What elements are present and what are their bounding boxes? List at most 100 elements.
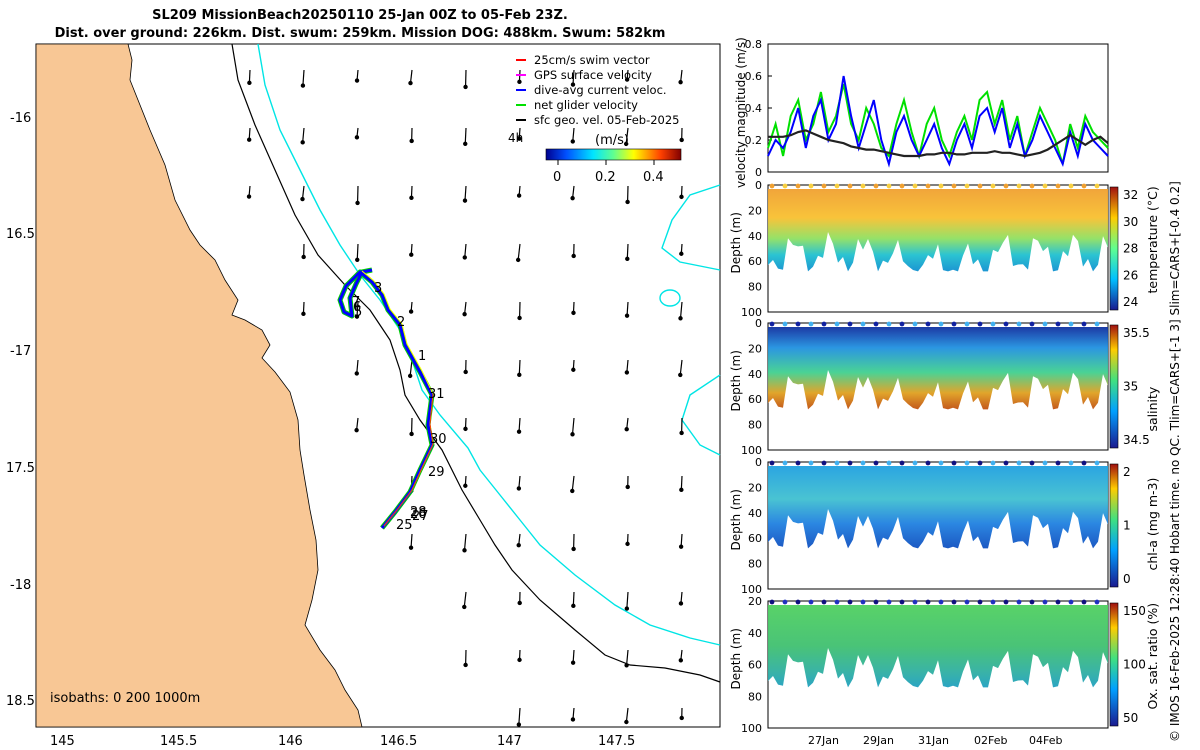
- current-vector: [571, 475, 575, 492]
- section-field: [768, 466, 1108, 549]
- day-label: 26: [410, 507, 427, 522]
- current-vector: [572, 591, 575, 606]
- current-vector: [356, 301, 359, 317]
- current-vector: [410, 533, 413, 548]
- section-field: [768, 189, 1108, 272]
- surface-dot: [990, 460, 996, 466]
- current-vector-head: [570, 488, 575, 494]
- colorbar-tick: 34.5: [1123, 433, 1150, 447]
- current-vector: [626, 243, 629, 259]
- surface-dot: [1003, 460, 1009, 466]
- legend-entry: 25cm/s swim vector: [534, 53, 650, 67]
- depth-tick: 0: [755, 317, 762, 330]
- legend-entry: dive-avg current veloc.: [534, 83, 667, 97]
- surface-dot: [1029, 599, 1035, 605]
- surface-dot: [873, 460, 879, 466]
- surface-dot: [1042, 183, 1048, 189]
- surface-dot: [808, 321, 814, 327]
- surface-dot: [1081, 183, 1087, 189]
- surface-dot: [1055, 183, 1061, 189]
- surface-dot: [990, 183, 996, 189]
- depth-tick: 60: [748, 255, 762, 268]
- surface-dot: [847, 321, 853, 327]
- current-vector-head: [301, 254, 306, 260]
- current-vector-head: [678, 372, 683, 378]
- section-panel-0: 0 20 40 60 80 100 Depth (m) 32 30 28 26 24 temperatu…: [729, 179, 1160, 319]
- surface-dot: [860, 183, 866, 189]
- current-vector: [572, 69, 575, 85]
- colorbar-tick: 35.5: [1123, 326, 1150, 340]
- depth-tick: 20: [748, 595, 762, 608]
- current-vector-head: [679, 251, 684, 256]
- current-vector: [464, 243, 467, 258]
- surface-dot: [951, 321, 957, 327]
- surface-dot: [821, 599, 827, 605]
- current-vector-head: [624, 663, 629, 668]
- depth-tick: 0: [755, 179, 762, 192]
- current-vector-head: [678, 601, 684, 606]
- current-vector: [517, 243, 521, 260]
- surface-dot: [990, 599, 996, 605]
- surface-dot: [860, 321, 866, 327]
- surface-dot: [977, 599, 983, 605]
- surface-dot: [821, 321, 827, 327]
- surface-dot: [782, 321, 788, 327]
- day-label: 31: [428, 387, 445, 402]
- surface-dot: [1094, 321, 1100, 327]
- surface-dot: [1081, 321, 1087, 327]
- legend-entry: GPS surface velocity: [534, 68, 652, 82]
- surface-dot: [782, 183, 788, 189]
- current-vector-head: [301, 311, 306, 317]
- day-label: 28: [410, 505, 427, 520]
- surface-dot: [860, 460, 866, 466]
- section-colorbar: [1109, 463, 1119, 588]
- current-vector: [626, 591, 629, 609]
- surface-dot: [808, 599, 814, 605]
- section-panel-3: 20 40 60 80 100 Depth (m) 150 100 50 Ox. sat. rat…: [729, 595, 1160, 735]
- surface-dot: [977, 183, 983, 189]
- current-vector-head: [354, 78, 360, 83]
- current-vector-head: [408, 309, 414, 314]
- day-label: 6: [353, 300, 361, 315]
- surface-dot: [1003, 183, 1009, 189]
- depth-tick: 100: [741, 583, 762, 596]
- current-vector: [625, 127, 629, 144]
- current-vector-head: [463, 84, 468, 90]
- surface-dot: [860, 599, 866, 605]
- current-vector-head: [300, 83, 306, 88]
- surface-dot: [769, 321, 775, 327]
- current-vector: [356, 243, 359, 260]
- surface-dot: [847, 599, 853, 605]
- current-vector-head: [570, 139, 575, 144]
- surface-dot: [899, 460, 905, 466]
- velocity-ytick: 0.8: [745, 38, 763, 51]
- surface-dot: [938, 460, 944, 466]
- depth-tick: 80: [748, 690, 762, 703]
- surface-dot: [886, 460, 892, 466]
- surface-dot: [912, 460, 918, 466]
- surface-dot: [1094, 460, 1100, 466]
- current-vector-head: [623, 141, 629, 147]
- surface-dot: [886, 321, 892, 327]
- lat-tick: -17: [10, 344, 31, 359]
- current-vector: [518, 359, 521, 375]
- current-vector-head: [409, 195, 414, 201]
- lon-ticks: 145 145.5 146 146.5 147 147.5: [50, 734, 635, 749]
- velocity-series-1: [767, 75, 1109, 168]
- surface-dot: [938, 321, 944, 327]
- current-vector-head: [409, 138, 414, 144]
- lat-tick: 17.5: [6, 461, 35, 476]
- current-vector: [409, 359, 413, 376]
- colorbar-tick: 100: [1123, 658, 1146, 672]
- depth-tick: 40: [748, 368, 762, 381]
- depth-label: Depth (m): [729, 489, 743, 550]
- current-vector: [572, 127, 575, 142]
- current-vector-head: [517, 79, 522, 85]
- lat-tick: 18.5: [6, 694, 35, 709]
- surface-dot: [977, 460, 983, 466]
- surface-dot: [1094, 599, 1100, 605]
- current-vector-head: [408, 80, 413, 86]
- current-vector: [302, 127, 305, 143]
